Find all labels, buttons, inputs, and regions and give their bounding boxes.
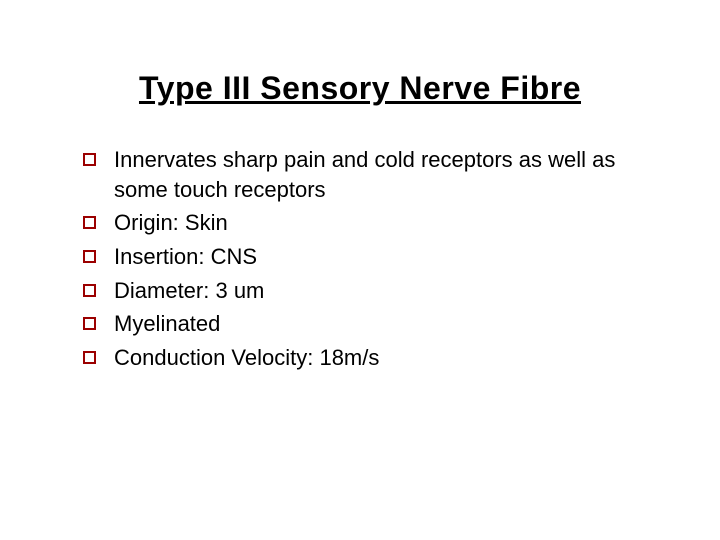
bullet-square-icon <box>83 153 96 166</box>
bullet-text: Myelinated <box>114 309 665 339</box>
list-item: Myelinated <box>83 309 665 339</box>
bullet-text: Origin: Skin <box>114 208 665 238</box>
list-item: Diameter: 3 um <box>83 276 665 306</box>
slide-title: Type III Sensory Nerve Fibre <box>55 70 665 107</box>
bullet-text: Insertion: CNS <box>114 242 665 272</box>
list-item: Innervates sharp pain and cold receptors… <box>83 145 665 204</box>
bullet-square-icon <box>83 250 96 263</box>
bullet-list: Innervates sharp pain and cold receptors… <box>55 145 665 373</box>
list-item: Conduction Velocity: 18m/s <box>83 343 665 373</box>
bullet-square-icon <box>83 216 96 229</box>
bullet-square-icon <box>83 317 96 330</box>
slide-container: Type III Sensory Nerve Fibre Innervates … <box>0 0 720 540</box>
bullet-square-icon <box>83 351 96 364</box>
list-item: Origin: Skin <box>83 208 665 238</box>
bullet-text: Conduction Velocity: 18m/s <box>114 343 665 373</box>
bullet-text: Diameter: 3 um <box>114 276 665 306</box>
bullet-text: Innervates sharp pain and cold receptors… <box>114 145 665 204</box>
list-item: Insertion: CNS <box>83 242 665 272</box>
bullet-square-icon <box>83 284 96 297</box>
